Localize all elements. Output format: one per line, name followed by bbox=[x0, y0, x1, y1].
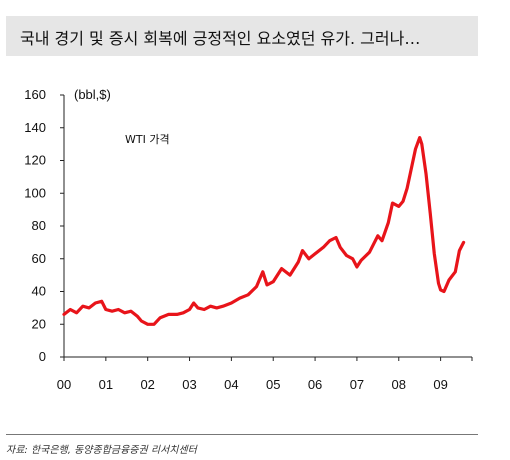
wti-price-line bbox=[62, 135, 466, 326]
y-tick-label: 100 bbox=[24, 185, 46, 200]
series-annotation: WTI 가격 bbox=[125, 133, 170, 146]
source-note: 자료: 한국은행, 동양종합금융증권 리서치센터 bbox=[6, 445, 197, 456]
x-tick-label: 04 bbox=[224, 377, 238, 392]
x-tick-label: 05 bbox=[266, 377, 280, 392]
chart-title: 국내 경기 및 증시 회복에 긍정적인 요소였던 유가. 그러나… bbox=[20, 29, 421, 48]
wti-price-chart: 0 20 40 60 80 100 120 140 160 00 01 02 03 04 05 06 07 08 0… bbox=[24, 87, 473, 392]
title-bar: 국내 경기 및 증시 회복에 긍정적인 요소였던 유가. 그러나… bbox=[6, 16, 478, 56]
y-tick-label: 140 bbox=[24, 120, 46, 135]
x-tick-label: 08 bbox=[392, 377, 406, 392]
x-tick-label: 06 bbox=[308, 377, 322, 392]
x-tick-label: 09 bbox=[433, 377, 447, 392]
x-tick-label: 02 bbox=[140, 377, 154, 392]
x-tick-label: 00 bbox=[57, 377, 71, 392]
y-tick-label: 80 bbox=[32, 218, 46, 233]
y-unit-label: (bbl,$) bbox=[74, 87, 111, 102]
source-divider bbox=[6, 434, 478, 435]
y-tick-label: 60 bbox=[32, 251, 46, 266]
y-tick-label: 160 bbox=[24, 87, 46, 102]
x-tick-label: 01 bbox=[99, 377, 113, 392]
x-tick-label: 07 bbox=[350, 377, 364, 392]
y-tick-label: 20 bbox=[32, 316, 46, 331]
y-tick-label: 120 bbox=[24, 153, 46, 168]
y-tick-label: 40 bbox=[32, 284, 46, 299]
y-tick-label: 0 bbox=[39, 349, 46, 364]
x-tick-label: 03 bbox=[182, 377, 196, 392]
